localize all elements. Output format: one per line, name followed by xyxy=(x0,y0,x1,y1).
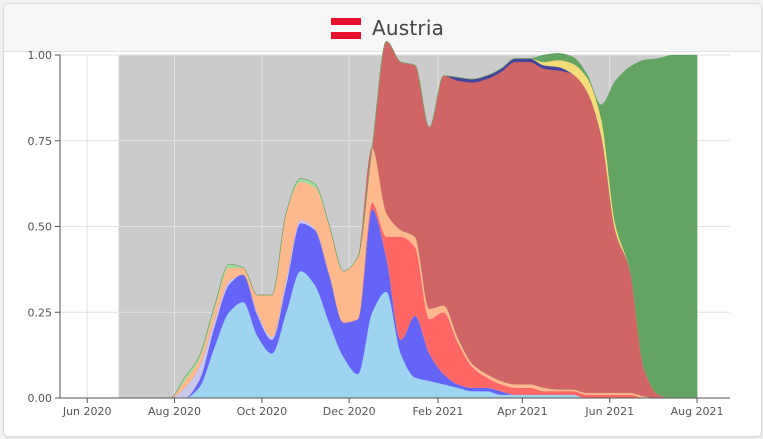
x-tick-label: Jun 2021 xyxy=(584,405,634,418)
flag-stripe-bottom xyxy=(331,32,361,39)
x-tick-label: Oct 2020 xyxy=(237,405,288,418)
austria-flag-icon xyxy=(331,18,361,39)
x-tick-label: Aug 2021 xyxy=(671,405,724,418)
y-tick-label: 0.00 xyxy=(28,392,53,405)
x-tick-label: Jun 2020 xyxy=(62,405,112,418)
card-header: Austria xyxy=(4,4,761,52)
y-tick-label: 0.25 xyxy=(28,306,53,319)
flag-stripe-top xyxy=(331,18,361,25)
y-tick-label: 0.75 xyxy=(28,135,53,148)
y-tick-label: 0.50 xyxy=(28,221,53,234)
y-tick-label: 1.00 xyxy=(28,49,53,62)
x-tick-label: Feb 2021 xyxy=(412,405,463,418)
x-tick-label: Dec 2020 xyxy=(323,405,376,418)
country-title: Austria xyxy=(372,16,445,40)
x-tick-label: Aug 2020 xyxy=(148,405,201,418)
flag-stripe-middle xyxy=(331,25,361,32)
x-tick-label: Apr 2021 xyxy=(497,405,548,418)
